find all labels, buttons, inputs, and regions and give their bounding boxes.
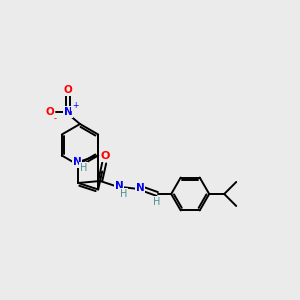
Text: O: O (64, 85, 72, 95)
Text: N: N (64, 107, 72, 117)
Text: H: H (80, 163, 87, 173)
Text: N: N (115, 181, 124, 191)
Text: -: - (53, 115, 56, 124)
Text: H: H (152, 197, 160, 207)
Text: N: N (136, 183, 145, 193)
Text: +: + (72, 101, 78, 110)
Text: O: O (46, 107, 54, 117)
Text: H: H (119, 189, 127, 199)
Text: N: N (73, 157, 82, 167)
Text: O: O (100, 151, 110, 161)
